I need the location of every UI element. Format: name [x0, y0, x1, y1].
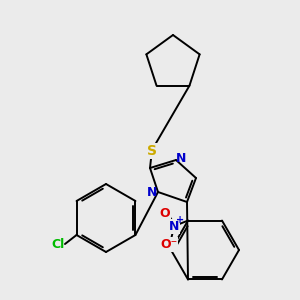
Text: N: N	[147, 187, 157, 200]
Text: N: N	[176, 152, 186, 166]
Text: +: +	[176, 214, 184, 225]
Text: N: N	[169, 220, 179, 233]
Text: O: O	[160, 207, 170, 220]
Text: S: S	[147, 144, 157, 158]
Text: O⁻: O⁻	[160, 238, 178, 251]
Text: Cl: Cl	[51, 238, 64, 250]
